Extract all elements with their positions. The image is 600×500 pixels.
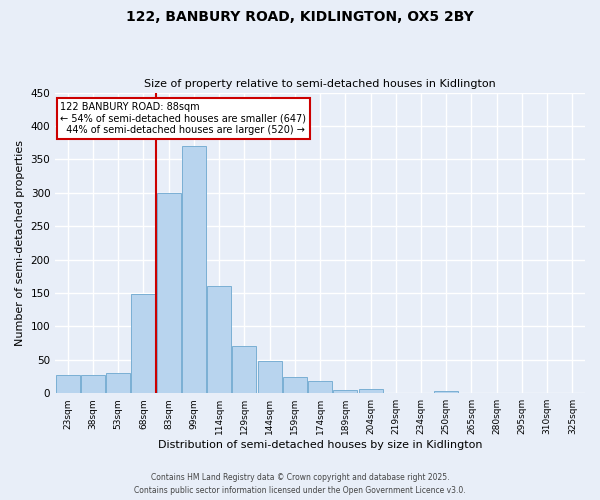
Bar: [359, 388, 383, 393]
Bar: [257, 361, 281, 393]
Bar: [131, 294, 155, 393]
Title: Size of property relative to semi-detached houses in Kidlington: Size of property relative to semi-detach…: [144, 79, 496, 89]
Bar: [232, 346, 256, 393]
Bar: [308, 381, 332, 393]
Bar: [434, 391, 458, 393]
Bar: [207, 286, 231, 393]
Bar: [81, 374, 105, 393]
X-axis label: Distribution of semi-detached houses by size in Kidlington: Distribution of semi-detached houses by …: [158, 440, 482, 450]
Bar: [334, 390, 357, 393]
Bar: [182, 146, 206, 393]
Text: Contains HM Land Registry data © Crown copyright and database right 2025.
Contai: Contains HM Land Registry data © Crown c…: [134, 474, 466, 495]
Text: 122, BANBURY ROAD, KIDLINGTON, OX5 2BY: 122, BANBURY ROAD, KIDLINGTON, OX5 2BY: [126, 10, 474, 24]
Bar: [106, 373, 130, 393]
Text: 122 BANBURY ROAD: 88sqm
← 54% of semi-detached houses are smaller (647)
  44% of: 122 BANBURY ROAD: 88sqm ← 54% of semi-de…: [61, 102, 307, 135]
Y-axis label: Number of semi-detached properties: Number of semi-detached properties: [15, 140, 25, 346]
Bar: [283, 376, 307, 393]
Bar: [157, 193, 181, 393]
Bar: [56, 374, 80, 393]
